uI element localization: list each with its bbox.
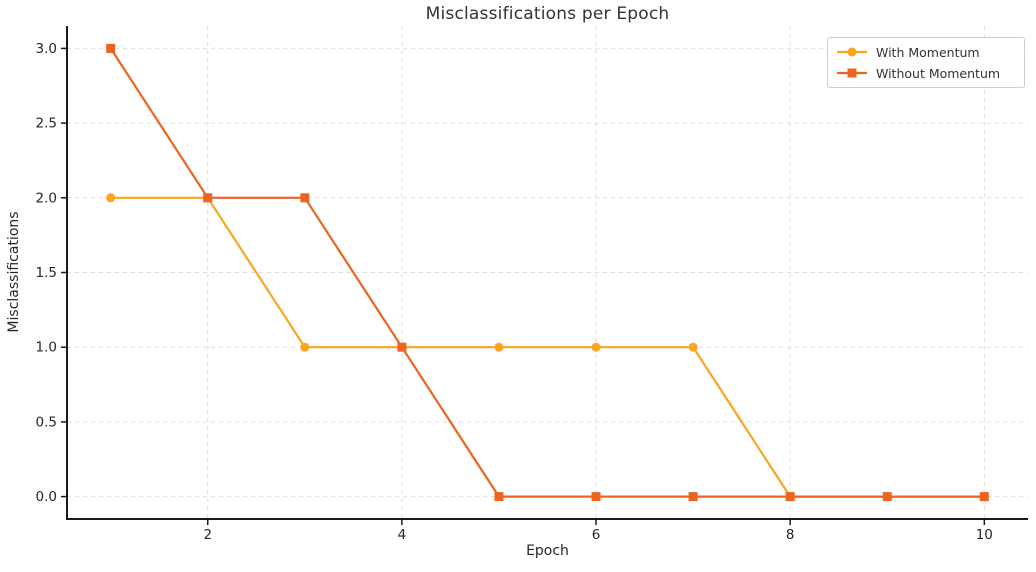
- data-point-marker: [591, 492, 601, 502]
- legend-item: Without Momentum: [836, 64, 1014, 82]
- data-point-marker: [494, 342, 504, 352]
- data-point-marker: [785, 492, 795, 502]
- y-tick-label: 0.5: [36, 414, 57, 430]
- legend: With Momentum Without Momentum: [827, 37, 1025, 88]
- data-point-marker: [494, 492, 504, 502]
- chart-title: Misclassifications per Epoch: [425, 4, 670, 24]
- y-tick-label: 0.0: [36, 489, 57, 505]
- legend-item: With Momentum: [836, 43, 1014, 61]
- x-tick-label: 8: [786, 527, 795, 543]
- x-axis-label: Epoch: [526, 543, 569, 559]
- data-point-marker: [882, 492, 892, 502]
- data-point-marker: [979, 492, 989, 502]
- y-tick-label: 1.0: [36, 340, 57, 356]
- legend-label: Without Momentum: [876, 65, 1001, 81]
- data-point-marker: [688, 492, 698, 502]
- y-tick-label: 3.0: [36, 41, 57, 57]
- y-tick-label: 1.5: [36, 265, 57, 281]
- square-marker-icon: [837, 68, 867, 78]
- data-point-marker: [300, 193, 310, 203]
- data-point-marker: [106, 43, 116, 53]
- series-line-1: [109, 47, 986, 498]
- data-point-marker: [688, 342, 698, 352]
- y-tick-label: 2.0: [36, 190, 57, 206]
- data-point-marker: [203, 193, 213, 203]
- x-tick-label: 6: [592, 527, 601, 543]
- y-axis-label: Misclassifications: [6, 211, 22, 333]
- x-tick-label: 4: [398, 527, 407, 543]
- y-tick-label: 2.5: [36, 116, 57, 132]
- data-point-marker: [397, 342, 407, 352]
- x-tick-label: 2: [203, 527, 212, 543]
- legend-label: With Momentum: [876, 44, 980, 60]
- data-point-marker: [591, 342, 601, 352]
- x-tick-label: 10: [976, 527, 993, 543]
- data-point-marker: [300, 342, 310, 352]
- data-point-marker: [106, 193, 116, 203]
- circle-marker-icon: [837, 47, 867, 57]
